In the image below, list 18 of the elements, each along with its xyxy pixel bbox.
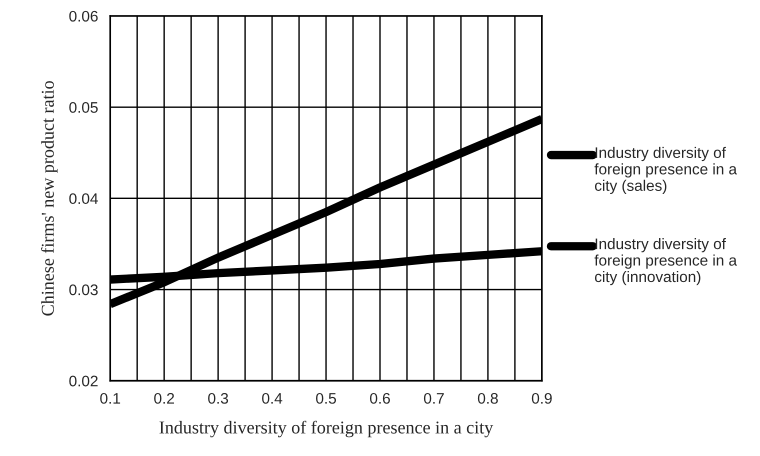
x-tick-label: 0.1 [100, 392, 120, 404]
x-tick-label: 0.7 [424, 392, 444, 404]
x-tick-label: 0.5 [316, 392, 336, 404]
x-tick-label: 0.2 [154, 392, 174, 404]
x-tick-label: 0.8 [478, 392, 498, 404]
x-axis-title: Industry diversity of foreign presence in a city [159, 420, 494, 438]
legend-label: Industry diversity of foreign presence in a city (sales) [594, 146, 738, 194]
x-tick-label: 0.3 [208, 392, 228, 404]
x-tick-label: 0.4 [262, 392, 282, 404]
x-tick-label: 0.9 [532, 392, 552, 404]
y-tick-label: 0.04 [69, 193, 98, 204]
x-tick-label: 0.6 [370, 392, 390, 404]
legend-label: Industry diversity of foreign presence in a city (innovation) [594, 238, 738, 286]
y-tick-label: 0.05 [69, 102, 98, 113]
y-tick-label: 0.06 [69, 10, 98, 22]
y-axis-title: Chinese firms' new product ratio [40, 81, 58, 316]
y-tick-label: 0.03 [69, 284, 98, 296]
y-tick-label: 0.02 [69, 376, 98, 386]
